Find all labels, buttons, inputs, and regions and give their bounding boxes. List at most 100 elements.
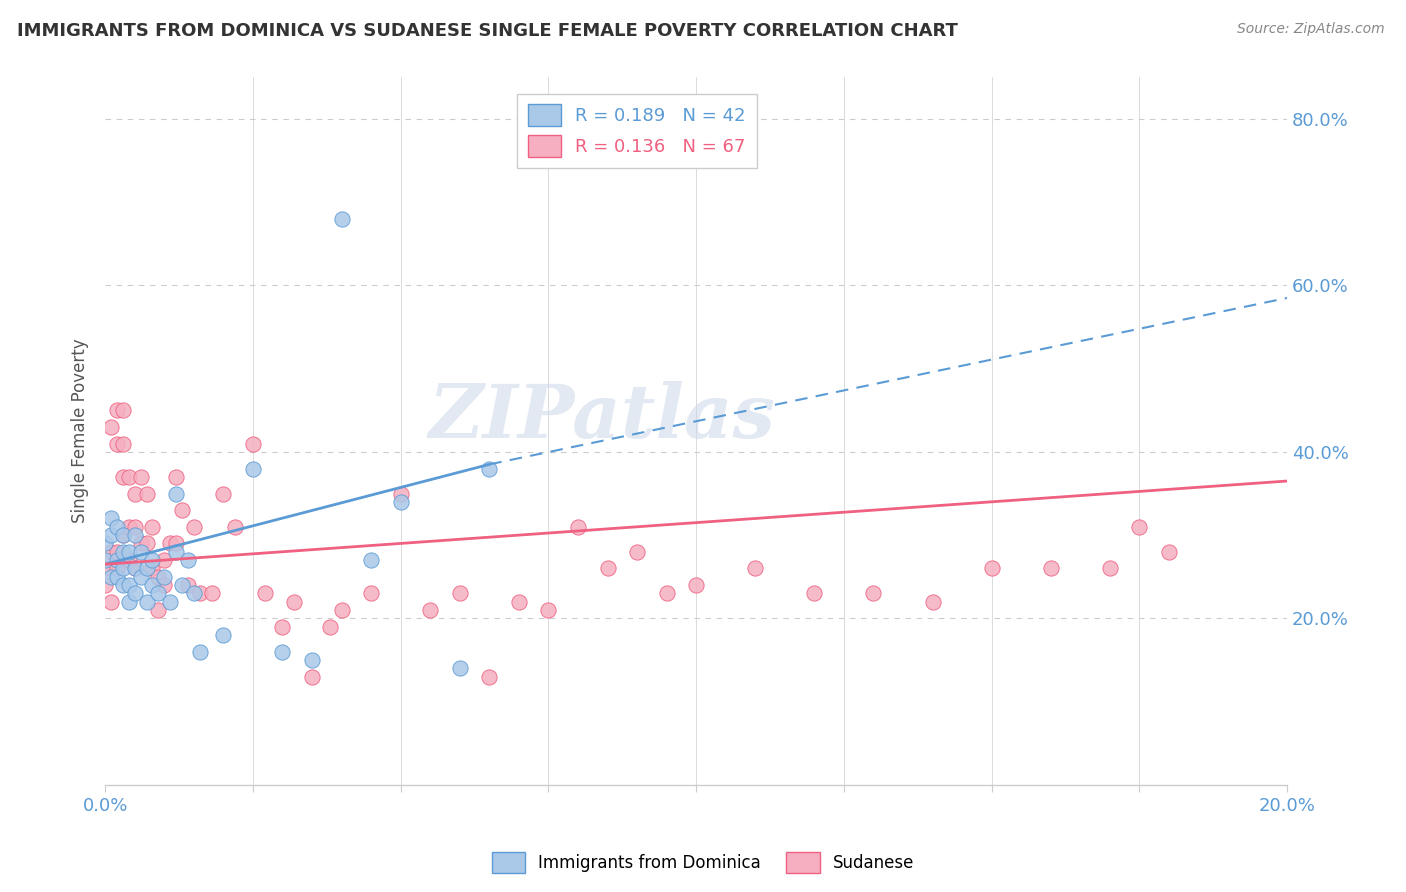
Point: [655, 586, 678, 600]
Point: [153, 570, 176, 584]
Text: ZIPatlas: ZIPatlas: [429, 381, 775, 453]
Point: [118, 578, 141, 592]
Point: [183, 586, 205, 600]
Point: [118, 545, 141, 559]
Point: [508, 595, 530, 609]
Point: [118, 595, 141, 609]
Point: [94, 561, 117, 575]
Point: [626, 545, 648, 559]
Point: [478, 669, 501, 683]
Point: [170, 503, 193, 517]
Legend: Immigrants from Dominica, Sudanese: Immigrants from Dominica, Sudanese: [485, 846, 921, 880]
Point: [111, 436, 134, 450]
Point: [135, 486, 157, 500]
Point: [141, 553, 163, 567]
Point: [212, 486, 235, 500]
Point: [212, 628, 235, 642]
Point: [165, 545, 187, 559]
Point: [170, 578, 193, 592]
Point: [330, 603, 353, 617]
Point: [148, 603, 170, 617]
Point: [111, 528, 134, 542]
Point: [165, 486, 187, 500]
Point: [135, 595, 157, 609]
Point: [105, 553, 128, 567]
Point: [224, 520, 246, 534]
Point: [1039, 561, 1062, 575]
Point: [330, 211, 353, 226]
Point: [118, 520, 141, 534]
Point: [129, 536, 152, 550]
Point: [124, 486, 146, 500]
Point: [100, 511, 122, 525]
Point: [478, 461, 501, 475]
Point: [105, 520, 128, 534]
Point: [129, 545, 152, 559]
Point: [1128, 520, 1150, 534]
Point: [596, 561, 619, 575]
Point: [1098, 561, 1121, 575]
Point: [360, 553, 382, 567]
Point: [301, 669, 323, 683]
Point: [319, 620, 342, 634]
Point: [980, 561, 1002, 575]
Point: [124, 586, 146, 600]
Point: [100, 420, 122, 434]
Point: [105, 436, 128, 450]
Point: [105, 561, 128, 575]
Point: [153, 553, 176, 567]
Point: [419, 603, 441, 617]
Point: [449, 586, 471, 600]
Point: [200, 586, 222, 600]
Point: [253, 586, 276, 600]
Point: [105, 545, 128, 559]
Point: [141, 520, 163, 534]
Point: [111, 470, 134, 484]
Point: [360, 586, 382, 600]
Point: [567, 520, 589, 534]
Point: [921, 595, 943, 609]
Point: [803, 586, 825, 600]
Point: [177, 553, 200, 567]
Point: [141, 561, 163, 575]
Point: [94, 553, 117, 567]
Text: Source: ZipAtlas.com: Source: ZipAtlas.com: [1237, 22, 1385, 37]
Point: [389, 495, 412, 509]
Point: [111, 561, 134, 575]
Point: [135, 536, 157, 550]
Point: [111, 578, 134, 592]
Point: [100, 528, 122, 542]
Text: IMMIGRANTS FROM DOMINICA VS SUDANESE SINGLE FEMALE POVERTY CORRELATION CHART: IMMIGRANTS FROM DOMINICA VS SUDANESE SIN…: [17, 22, 957, 40]
Point: [135, 561, 157, 575]
Point: [165, 470, 187, 484]
Point: [537, 603, 560, 617]
Point: [685, 578, 707, 592]
Point: [242, 461, 264, 475]
Point: [271, 645, 294, 659]
Point: [1157, 545, 1180, 559]
Point: [183, 520, 205, 534]
Point: [100, 570, 122, 584]
Point: [94, 578, 117, 592]
Point: [301, 653, 323, 667]
Point: [118, 470, 141, 484]
Point: [100, 595, 122, 609]
Point: [118, 553, 141, 567]
Point: [124, 520, 146, 534]
Point: [744, 561, 766, 575]
Point: [111, 528, 134, 542]
Point: [153, 578, 176, 592]
Point: [271, 620, 294, 634]
Point: [111, 545, 134, 559]
Point: [94, 536, 117, 550]
Point: [389, 486, 412, 500]
Point: [159, 595, 181, 609]
Point: [159, 536, 181, 550]
Point: [111, 403, 134, 417]
Point: [124, 528, 146, 542]
Point: [129, 470, 152, 484]
Point: [449, 661, 471, 675]
Y-axis label: Single Female Poverty: Single Female Poverty: [72, 339, 89, 524]
Point: [129, 570, 152, 584]
Point: [177, 578, 200, 592]
